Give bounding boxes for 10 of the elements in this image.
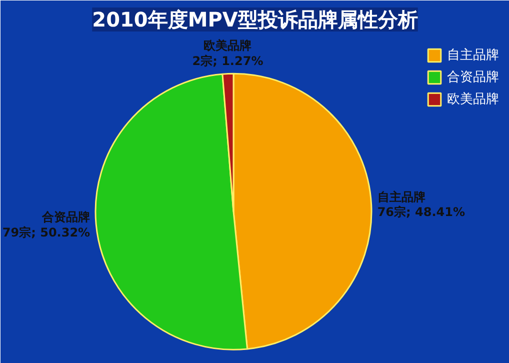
legend-label: 欧美品牌 [447,91,499,108]
data-label: 76宗; 48.41% [377,205,465,220]
chart-title: 2010年度MPV型投诉品牌属性分析 [92,8,418,32]
slice-label: 合资品牌 [41,210,90,224]
data-label: 79宗; 50.32% [2,225,90,240]
legend-label: 合资品牌 [447,69,499,86]
slice-label: 自主品牌 [377,190,426,204]
data-label: 2宗; 1.27% [192,54,264,68]
slice-label: 欧美品牌 [204,38,252,53]
legend-label: 自主品牌 [447,47,499,64]
